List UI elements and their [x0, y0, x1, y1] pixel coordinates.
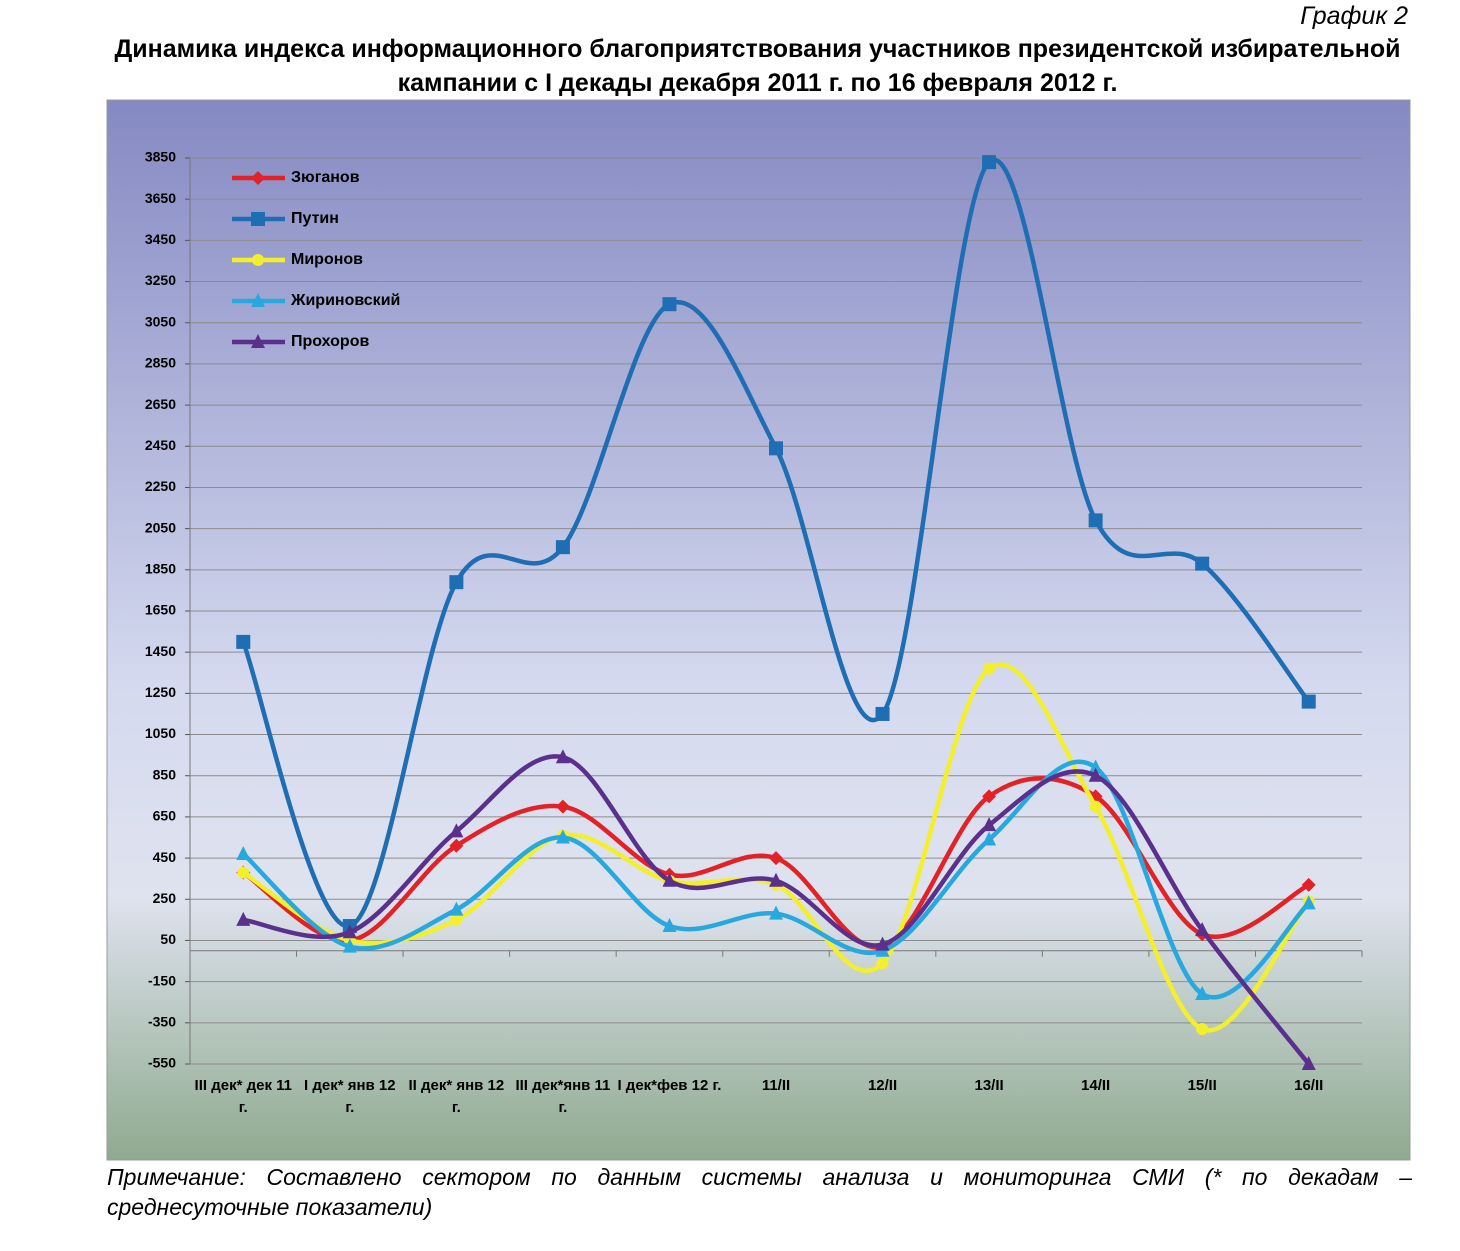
y-tick-label: 2250: [145, 478, 176, 494]
marker: [1301, 694, 1316, 709]
marker: [449, 575, 464, 590]
marker: [769, 851, 783, 866]
marker: [875, 706, 890, 721]
chart-title: Динамика индекса информационного благопр…: [114, 35, 1401, 97]
series-line: [242, 754, 1311, 1066]
x-tick-label: I дек* янв 12 г.: [304, 1077, 396, 1116]
marker: [1301, 877, 1316, 892]
marker: [769, 441, 783, 456]
x-tick-label: III дек* дек 11 г.: [194, 1077, 292, 1116]
marker: [662, 918, 677, 933]
series-line: [241, 759, 1311, 1000]
marker: [1301, 1056, 1316, 1070]
legend-marker: [251, 334, 265, 348]
y-tick-label: -350: [148, 1014, 176, 1030]
y-tick-label: 50: [160, 931, 176, 947]
x-tick-label: 13/II: [974, 1077, 1004, 1094]
marker: [1301, 895, 1316, 910]
marker: [1195, 556, 1210, 571]
marker: [555, 799, 570, 814]
marker: [1088, 759, 1103, 774]
y-tick-label: -150: [148, 972, 176, 988]
marker: [236, 845, 251, 860]
marker: [662, 297, 677, 312]
y-tick-label: 3250: [145, 272, 176, 288]
legend-marker: [251, 212, 265, 226]
y-tick-label: 450: [153, 849, 177, 865]
y-tick-label: 3450: [145, 231, 176, 247]
legend-marker: [252, 254, 264, 266]
marker: [769, 872, 783, 887]
marker: [982, 155, 997, 170]
x-tick-label: II дек* янв 12 г.: [408, 1077, 505, 1116]
marker: [342, 924, 357, 939]
marker: [236, 634, 251, 649]
marker: [1195, 922, 1210, 937]
y-tick-label: 1650: [145, 602, 176, 618]
x-tick-label: 16/II: [1294, 1077, 1324, 1094]
marker: [1195, 985, 1210, 1000]
x-tick-label: 11/II: [761, 1077, 791, 1094]
marker: [1088, 767, 1103, 782]
chart-label: График 2: [1300, 2, 1408, 30]
marker: [450, 913, 463, 926]
marker: [1088, 513, 1103, 528]
footnote: Примечание: Составлено сектором по данны…: [107, 1164, 1412, 1220]
x-tick-label: 15/II: [1187, 1077, 1217, 1094]
y-tick-label: 3050: [145, 313, 176, 329]
marker: [662, 872, 677, 887]
marker: [1089, 800, 1102, 813]
y-tick-label: 1050: [145, 725, 176, 741]
marker: [449, 838, 464, 853]
x-tick-label: 14/II: [1081, 1077, 1111, 1094]
marker: [875, 936, 890, 951]
y-tick-label: -550: [148, 1055, 176, 1071]
y-tick-label: 250: [153, 890, 177, 906]
legend-marker: [251, 293, 265, 307]
marker: [982, 817, 997, 832]
marker: [449, 901, 464, 916]
marker: [876, 957, 889, 970]
y-tick-label: 3650: [145, 190, 176, 206]
legend-label: Путин: [291, 210, 339, 227]
marker: [555, 829, 570, 844]
y-tick-label: 2850: [145, 355, 176, 371]
x-tick-label: I дек*фев 12 г.: [617, 1077, 722, 1094]
y-tick-label: 2450: [145, 437, 176, 453]
y-tick-label: 2650: [145, 396, 176, 412]
y-tick-label: 2050: [145, 519, 176, 535]
marker: [769, 905, 783, 920]
y-tick-label: 650: [153, 808, 177, 824]
y-tick-label: 1250: [145, 684, 176, 700]
legend-marker: [251, 171, 265, 185]
marker: [342, 938, 357, 953]
legend-label: Миронов: [291, 251, 363, 268]
marker: [555, 540, 570, 555]
marker: [237, 866, 250, 879]
marker: [1196, 1022, 1209, 1035]
x-tick-label: 12/II: [867, 1077, 898, 1094]
marker: [555, 749, 570, 764]
y-tick-label: 3850: [145, 149, 176, 165]
marker: [236, 911, 251, 926]
legend-label: Жириновский: [290, 292, 400, 309]
legend-label: Зюганов: [291, 169, 360, 186]
marker: [449, 823, 464, 838]
marker: [982, 831, 997, 846]
x-tick-label: III дек*янв 11 г.: [515, 1077, 611, 1116]
marker: [982, 789, 997, 804]
y-tick-label: 1850: [145, 561, 176, 577]
marker: [983, 662, 996, 675]
y-tick-label: 850: [153, 766, 177, 782]
legend-label: Прохоров: [291, 333, 369, 350]
y-tick-label: 1450: [145, 643, 176, 659]
